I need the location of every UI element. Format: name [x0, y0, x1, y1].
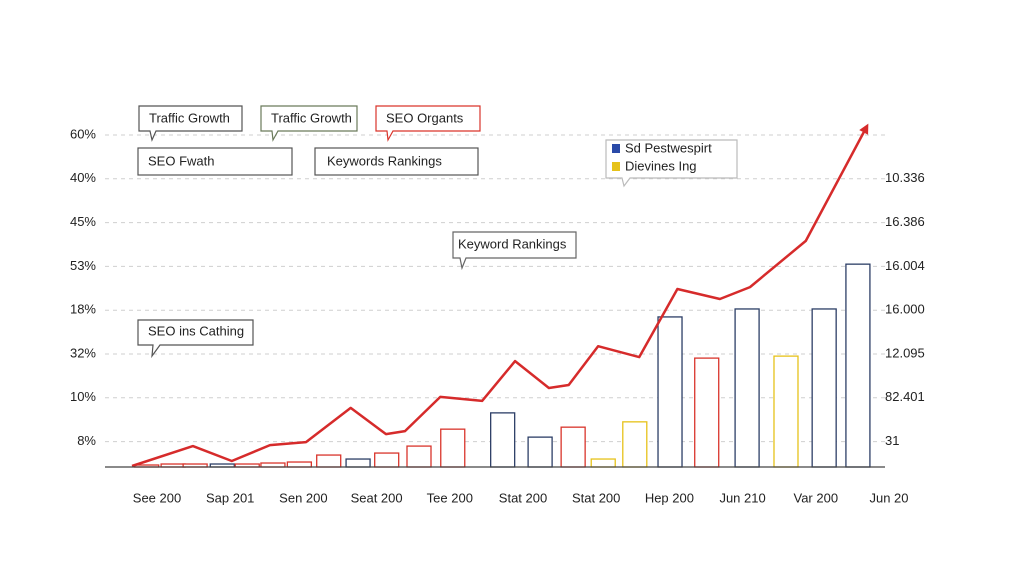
x-axis-label: Seat 200 [351, 490, 403, 505]
bar [657, 316, 683, 468]
legend-swatch [612, 162, 620, 171]
y2-axis-label: 16.386 [885, 214, 925, 229]
y-axis-label: 45% [70, 214, 96, 229]
y-axis-label: 32% [70, 345, 96, 360]
annotation: SEO ins Cathing [137, 319, 254, 359]
bar [374, 452, 400, 468]
y2-axis-label: 12.095 [885, 345, 925, 360]
x-axis-label: Tee 200 [427, 490, 473, 505]
legend-swatch [612, 144, 620, 153]
x-axis-label: Var 200 [794, 490, 839, 505]
bar [734, 308, 760, 468]
annotation: SEO Organts [375, 105, 481, 142]
legend-label: Sd Pestwespirt [625, 140, 712, 155]
y2-axis-label: 31 [885, 433, 899, 448]
annotation-text: Traffic Growth [271, 110, 352, 125]
bar [345, 458, 371, 468]
annotation: Keywords Rankings [314, 147, 479, 176]
bar [773, 355, 799, 468]
y2-axis-label: 16.004 [885, 258, 925, 273]
x-axis-label: Stat 200 [499, 490, 547, 505]
annotation-text: Traffic Growth [149, 110, 230, 125]
annotation-text: Keywords Rankings [327, 153, 442, 168]
x-axis-label: Sap 201 [206, 490, 254, 505]
y-axis-label: 8% [77, 433, 96, 448]
bar [490, 412, 516, 468]
bar [622, 421, 648, 468]
y-axis-label: 18% [70, 302, 96, 317]
bar [286, 461, 313, 468]
annotation-text: SEO Organts [386, 110, 464, 125]
annotation: Traffic Growth [138, 105, 243, 142]
line [131, 123, 869, 468]
y-axis-label: 60% [70, 126, 96, 141]
annotation-text: SEO Fwath [148, 153, 214, 168]
x-axis-label: See 200 [133, 490, 181, 505]
annotation: Keyword Rankings [452, 231, 577, 271]
y-axis-label: 40% [70, 170, 96, 185]
x-axis-label: Jun 20 [869, 490, 908, 505]
y-axis-label: 53% [70, 258, 96, 273]
x-axis-label: Hep 200 [645, 490, 694, 505]
annotation-text: SEO ins Cathing [148, 323, 244, 338]
annotation: Traffic Growth [260, 105, 358, 142]
y-axis-label: 10% [70, 389, 96, 404]
bar [560, 426, 586, 468]
bar [845, 263, 871, 468]
annotation-text: Keyword Rankings [458, 236, 567, 251]
legend: Sd Pestwespirt Dievines Ing [605, 139, 738, 188]
bar [694, 357, 720, 468]
bar [527, 436, 553, 468]
bar [316, 454, 342, 468]
y2-axis-label: 16.000 [885, 302, 925, 317]
x-axis-label: Stat 200 [572, 490, 620, 505]
annotation: SEO Fwath [137, 147, 293, 176]
x-axis-label: Sen 200 [279, 490, 327, 505]
bar [440, 428, 466, 468]
bar [590, 458, 616, 468]
x-axis-label: Jun 210 [719, 490, 765, 505]
y2-axis-label: 82.401 [885, 389, 925, 404]
legend-label: Dievines Ing [625, 158, 697, 173]
bar [406, 445, 432, 468]
y2-axis-label: 10.336 [885, 170, 925, 185]
bar [811, 308, 837, 468]
marks [131, 123, 871, 468]
